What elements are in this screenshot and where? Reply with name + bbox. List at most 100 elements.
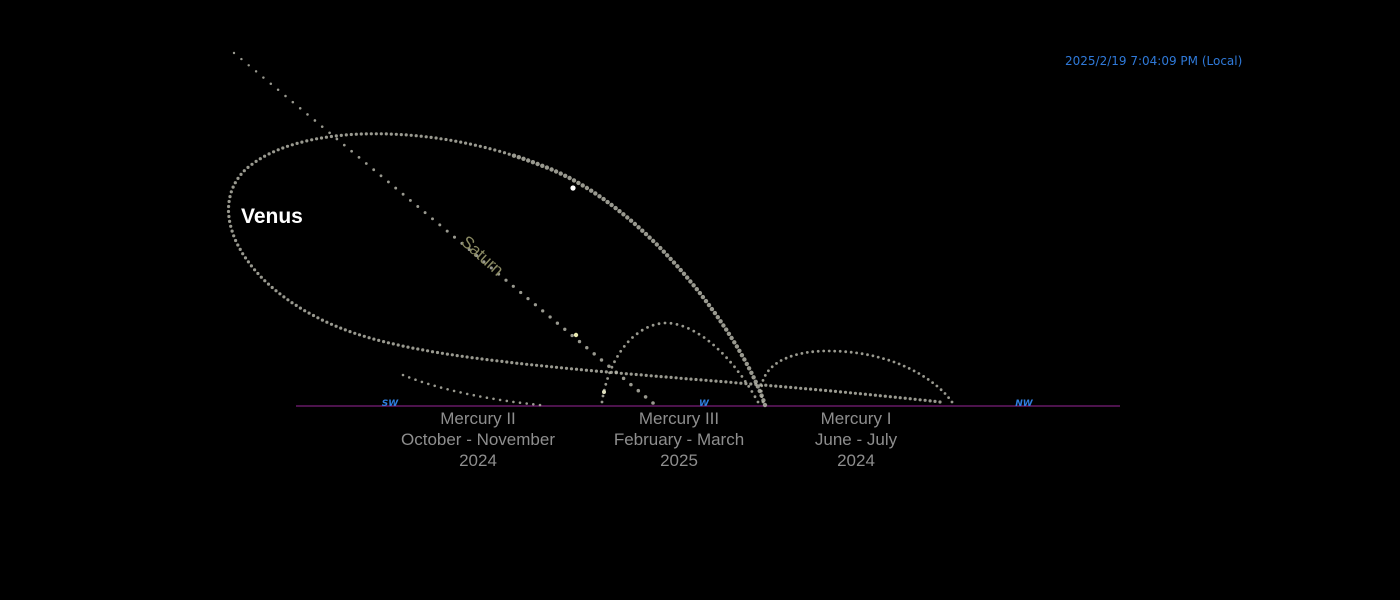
track-dot bbox=[749, 370, 754, 375]
track-dot bbox=[721, 323, 726, 328]
track-dot bbox=[533, 303, 538, 307]
track-dot bbox=[409, 133, 413, 137]
track-dot bbox=[396, 343, 400, 347]
track-dot bbox=[359, 132, 363, 136]
track-dot bbox=[714, 379, 718, 383]
track-dot bbox=[452, 235, 457, 239]
track-dot bbox=[689, 377, 693, 381]
track-dot bbox=[654, 242, 659, 247]
track-dot bbox=[679, 376, 683, 380]
track-dot bbox=[553, 169, 559, 174]
track-dot bbox=[464, 141, 468, 145]
track-dot bbox=[329, 134, 333, 139]
track-dot bbox=[610, 365, 614, 369]
track-dot bbox=[382, 340, 386, 344]
track-dot bbox=[947, 396, 950, 399]
track-dot bbox=[559, 366, 564, 370]
track-dot bbox=[518, 401, 522, 405]
track-dot bbox=[661, 249, 666, 254]
track-dot bbox=[278, 292, 282, 296]
track-dot bbox=[665, 253, 670, 258]
track-dot bbox=[800, 352, 804, 355]
track-dot bbox=[525, 362, 529, 366]
track-dot bbox=[822, 349, 826, 353]
track-dot bbox=[460, 354, 464, 358]
track-dot bbox=[759, 389, 763, 393]
track-dot bbox=[497, 272, 501, 276]
track-dot bbox=[262, 76, 265, 79]
track-dot bbox=[290, 143, 294, 147]
track-dot bbox=[574, 367, 579, 371]
track-dot bbox=[712, 343, 715, 347]
track-dot bbox=[654, 374, 658, 378]
track-dot bbox=[234, 238, 238, 243]
track-dot bbox=[811, 350, 815, 354]
track-dot bbox=[707, 339, 711, 343]
track-dot bbox=[310, 138, 314, 142]
track-dot bbox=[616, 355, 619, 358]
track-dot bbox=[928, 399, 932, 403]
track-dot bbox=[907, 367, 911, 370]
track-dot bbox=[950, 400, 954, 404]
track-dot bbox=[935, 384, 939, 388]
track-dot bbox=[621, 376, 626, 381]
track-dot bbox=[749, 382, 753, 386]
track-dot bbox=[912, 369, 916, 373]
track-dot bbox=[429, 135, 433, 139]
track-dot bbox=[747, 385, 751, 388]
track-dot bbox=[702, 336, 706, 339]
track-dot bbox=[893, 395, 897, 399]
track-dot bbox=[276, 148, 280, 152]
track-dot bbox=[922, 375, 925, 378]
track-dot bbox=[729, 380, 733, 384]
track-dot bbox=[628, 218, 634, 223]
track-dot bbox=[263, 279, 267, 283]
track-dot bbox=[470, 356, 474, 360]
track-dot bbox=[746, 366, 752, 371]
track-dot bbox=[824, 388, 828, 393]
track-dot bbox=[753, 395, 757, 399]
track-dot bbox=[505, 360, 509, 364]
track-dot bbox=[584, 185, 590, 191]
track-dot bbox=[814, 388, 818, 392]
track-dot bbox=[692, 329, 696, 333]
track-dot bbox=[664, 375, 668, 379]
track-dot bbox=[512, 400, 515, 404]
track-dot bbox=[250, 162, 254, 166]
track-dot bbox=[311, 313, 316, 318]
track-dot bbox=[709, 379, 713, 383]
track-dot bbox=[394, 186, 398, 190]
track-dot bbox=[519, 290, 523, 295]
track-dot bbox=[876, 355, 880, 359]
track-dot bbox=[401, 192, 405, 196]
track-dot bbox=[372, 337, 376, 341]
track-dot bbox=[465, 355, 469, 359]
track-dot bbox=[913, 397, 917, 401]
track-dot bbox=[725, 356, 728, 360]
track-dot bbox=[767, 369, 770, 373]
track-dot bbox=[490, 358, 494, 362]
track-dot bbox=[549, 167, 554, 172]
track-dot bbox=[364, 132, 368, 136]
track-dot bbox=[325, 320, 329, 324]
track-dot bbox=[795, 353, 798, 356]
track-dot bbox=[362, 334, 366, 338]
track-dot bbox=[472, 393, 476, 397]
track-dot bbox=[613, 205, 618, 211]
track-dot bbox=[263, 154, 267, 158]
track-dot bbox=[241, 252, 245, 256]
track-dot bbox=[450, 353, 454, 357]
track-dot bbox=[408, 198, 412, 202]
track-dot bbox=[634, 372, 638, 377]
track-dot bbox=[629, 382, 633, 387]
track-dot bbox=[240, 57, 243, 61]
track-dot bbox=[668, 256, 673, 262]
track-dot bbox=[743, 380, 747, 383]
track-dot bbox=[473, 143, 477, 147]
track-dot bbox=[855, 351, 858, 355]
track-dot bbox=[779, 359, 783, 362]
planet-position-dot bbox=[602, 390, 606, 394]
track-dot bbox=[298, 107, 302, 110]
track-dot bbox=[295, 141, 299, 145]
